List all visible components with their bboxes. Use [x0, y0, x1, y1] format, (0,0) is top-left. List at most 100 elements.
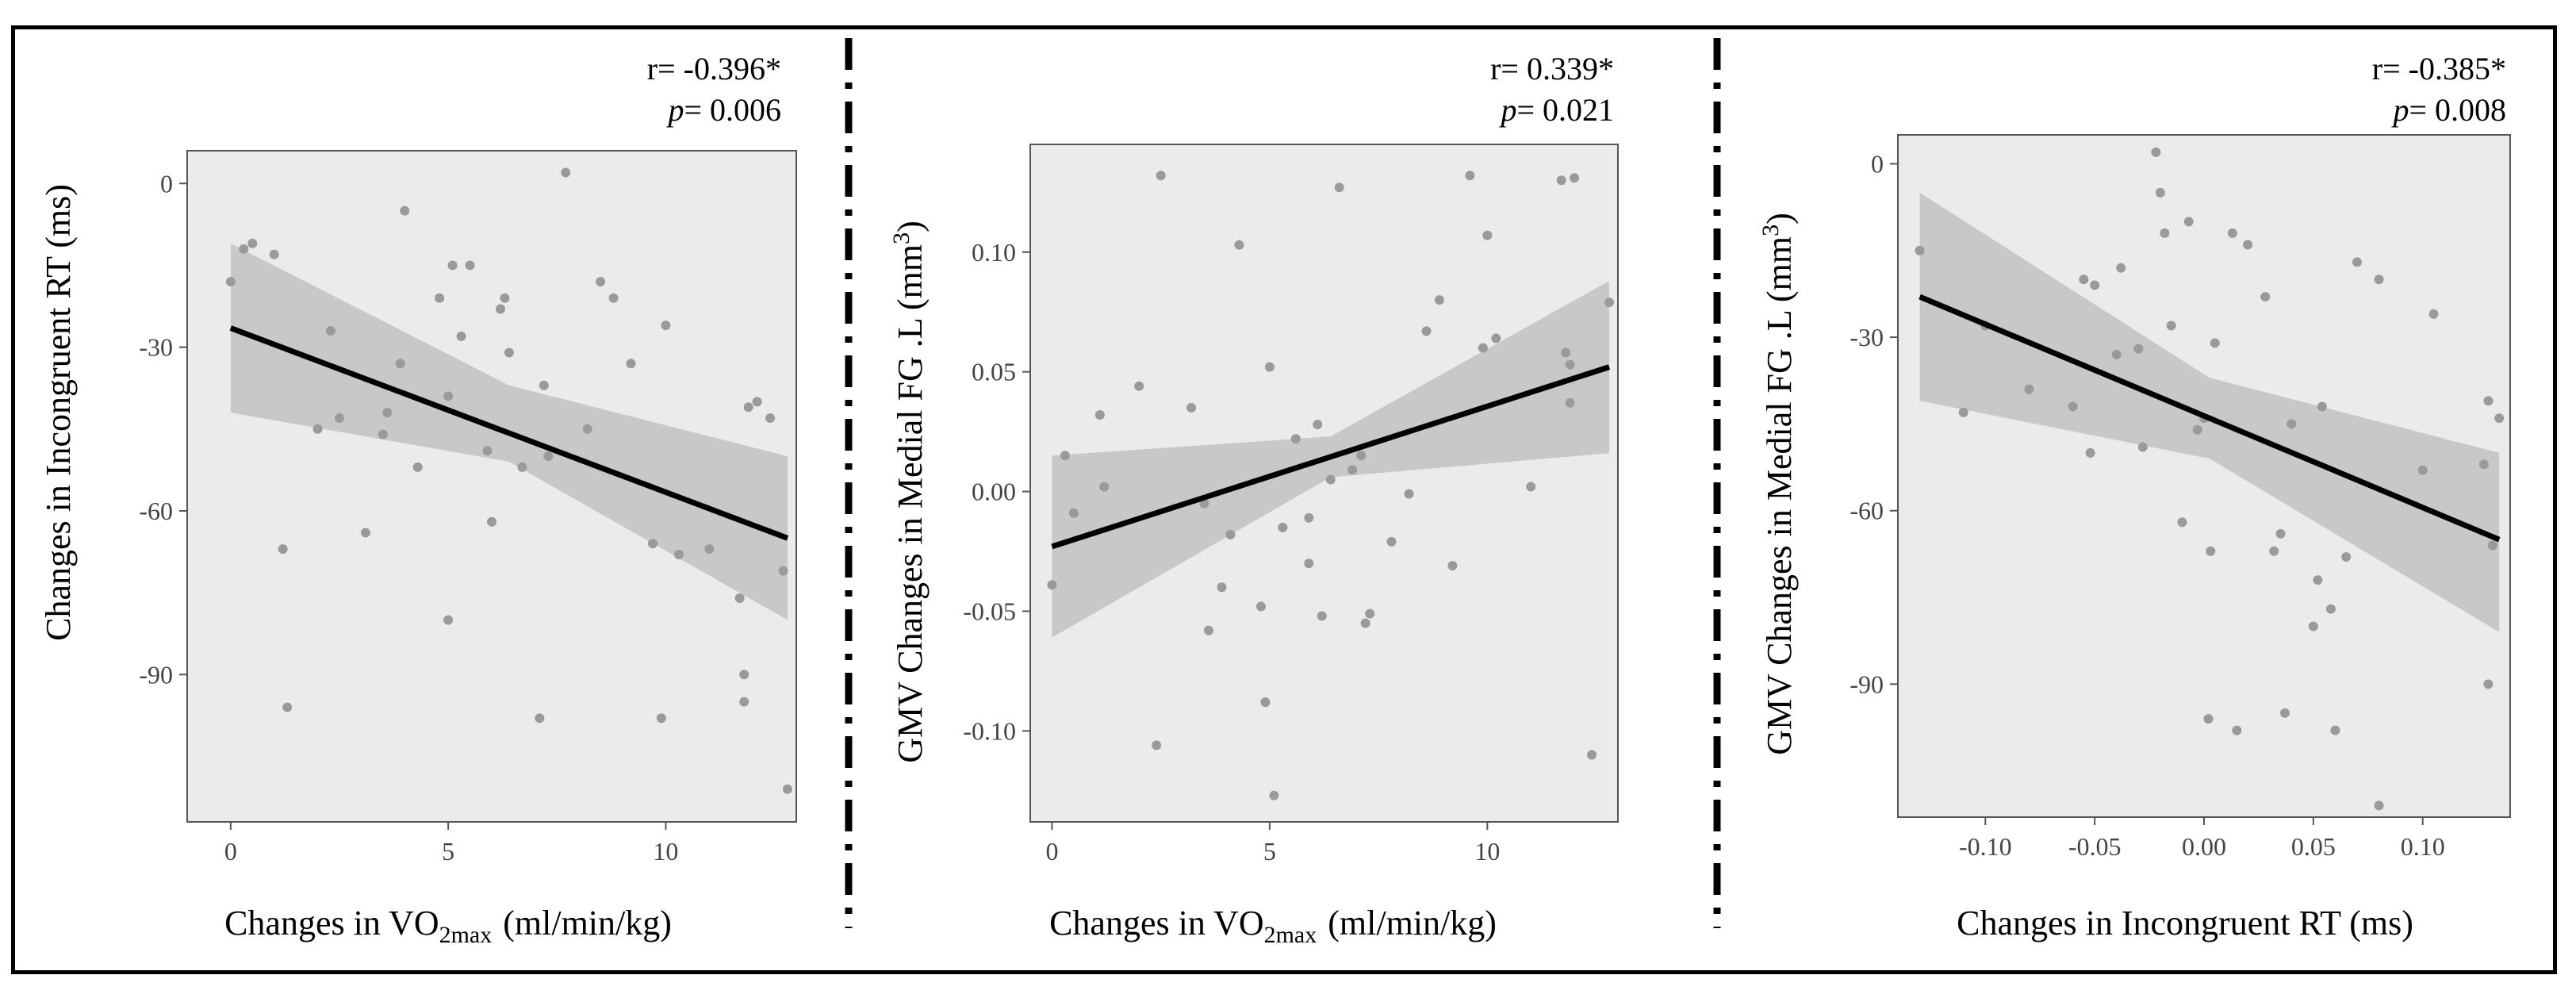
panel-3-data-point [1915, 245, 1925, 255]
panel-2-y-tick-label: -0.05 [963, 597, 1016, 625]
panel-1-data-point [456, 331, 466, 341]
panel-3-x-tick-label: 0.10 [2401, 832, 2445, 861]
panel-2-x-tick-label: 0 [1045, 837, 1058, 866]
panel-3-data-point [2203, 714, 2214, 724]
panel-1-data-point [326, 325, 336, 336]
panel-3-data-point [2079, 274, 2089, 285]
panel-2-data-point [1234, 240, 1244, 250]
panel-2-data-point [1317, 611, 1327, 621]
panel-3-x-tick-label: -0.10 [1959, 832, 2012, 861]
panel-2-data-point [1491, 333, 1501, 344]
panel-3-data-point [2478, 459, 2489, 470]
panel-2-data-point [1360, 618, 1370, 628]
panel-1-data-point [312, 424, 323, 434]
panel-3-data-point [2260, 292, 2271, 302]
panel-1-r-stat: r= -0.396* [647, 51, 781, 86]
panel-3-data-point [2116, 263, 2126, 273]
panel-1-data-point [778, 566, 788, 576]
panel-1-data-point [443, 391, 454, 401]
panel-1-x-tick-label: 0 [224, 837, 237, 866]
panel-2-y-tick-label: 0.05 [972, 358, 1016, 386]
panel-2-data-point [1434, 295, 1444, 305]
panel-3-p-stat: p= 0.008 [2390, 92, 2506, 128]
panel-2-data-point [1482, 230, 1493, 240]
panel-2-data-point [1565, 397, 1575, 408]
panel-2-data-point [1404, 489, 1414, 499]
panel-3-fit-line [1919, 294, 2501, 543]
panel-1-data-point [495, 304, 505, 314]
panel-2-y-tick-label: -0.10 [963, 716, 1016, 745]
panel-2-data-point [1304, 512, 1314, 523]
panel-1-data-point [656, 713, 666, 724]
panel-2-data-point [1156, 171, 1166, 181]
panel-2-data-point [1421, 326, 1432, 336]
panel-2-data-point [1278, 522, 1288, 532]
panel-2: r= 0.339* p= 0.021 GMV Changes in Medial… [888, 51, 1619, 948]
panel-1-data-point [247, 238, 258, 248]
panel-2-xlabel: Changes in VO2max (ml/min/kg) [1049, 904, 1497, 948]
panel-1-data-point [435, 293, 445, 303]
panel-1-data-point [626, 359, 636, 369]
panel-2-data-point [1264, 362, 1275, 372]
panel-1-data-point [447, 260, 458, 271]
panel-1-data-point [395, 359, 405, 369]
panel-2-x-tick-label: 10 [1474, 837, 1500, 866]
panel-3-data-point [2024, 384, 2034, 394]
panel-3-ylabel: GMV Changes in Medial FG .L (mm3) [1758, 213, 1799, 755]
panel-3-data-point [2183, 217, 2194, 227]
panel-3-x-tick-label: 0.05 [2291, 832, 2336, 861]
panel-2-data-point [1094, 409, 1105, 420]
panel-3-data-point [2269, 546, 2279, 556]
panel-2-fit-line [1051, 364, 1611, 550]
panel-3: r= -0.385* p= 0.008 GMV Changes in Media… [1758, 51, 2511, 942]
panel-1-data-point [543, 451, 554, 462]
panel-1-data-point [661, 321, 671, 331]
panel-2-data-point [1386, 536, 1397, 547]
panel-2-data-point [1365, 608, 1375, 619]
panel-2-data-point [1478, 343, 1488, 353]
panel-3-data-point [2483, 679, 2494, 689]
panel-3-ci-band [1919, 192, 2500, 632]
panel-3-data-point [2330, 725, 2340, 735]
panel-3-data-point [2192, 424, 2202, 435]
panel-1-y-tick-label: -90 [139, 660, 173, 689]
panel-1-ylabel: Changes in Incongruent RT (ms) [39, 184, 78, 641]
panel-2-data-point [1356, 451, 1367, 461]
figure-frame [11, 25, 2557, 974]
panel-2-data-point [1334, 182, 1344, 193]
panel-3-data-point [2227, 228, 2237, 238]
panel-1-data-point [647, 539, 657, 549]
panel-1-data-point [704, 544, 715, 555]
panel-2-data-point [1047, 580, 1057, 590]
panel-2-ylabel: GMV Changes in Medial FG .L (mm3) [888, 221, 930, 763]
panel-2-data-point [1587, 750, 1597, 760]
panel-3-data-point [2177, 517, 2187, 528]
panel-3-r-stat: r= -0.385* [2372, 51, 2506, 86]
panel-1-data-point [465, 260, 475, 271]
panel-2-p-stat: p= 0.021 [1498, 92, 1614, 128]
panel-1-data-point [378, 429, 388, 440]
panel-1-data-point [734, 593, 745, 603]
panel-1-data-point [443, 615, 454, 625]
panel-3-data-point [2428, 309, 2439, 319]
panel-1-data-point [765, 413, 776, 424]
panel-3-data-point [1958, 407, 1968, 417]
panel-3-data-point [2232, 725, 2242, 735]
panel-2-data-point [1060, 451, 1070, 461]
panel-3-x-tick-label: 0.00 [2182, 832, 2226, 861]
panel-3-data-point [2487, 540, 2497, 551]
panel-1-data-point [596, 277, 606, 287]
panel-3-data-point [2243, 240, 2253, 250]
panel-3-data-point [2287, 419, 2297, 429]
panel-2-data-point [1217, 582, 1227, 593]
panel-3-data-point [2494, 413, 2505, 424]
panel-3-data-point [2210, 338, 2220, 348]
panel-3-x-tick-label: -0.05 [2068, 832, 2122, 861]
panel-1-data-point [400, 205, 410, 216]
panel-3-data-point [2308, 621, 2318, 631]
panel-2-data-point [1570, 173, 1580, 183]
panel-3-data-point [2417, 465, 2428, 475]
panel-2-data-point [1186, 402, 1197, 413]
panel-3-xlabel: Changes in Incongruent RT (ms) [1957, 904, 2413, 942]
